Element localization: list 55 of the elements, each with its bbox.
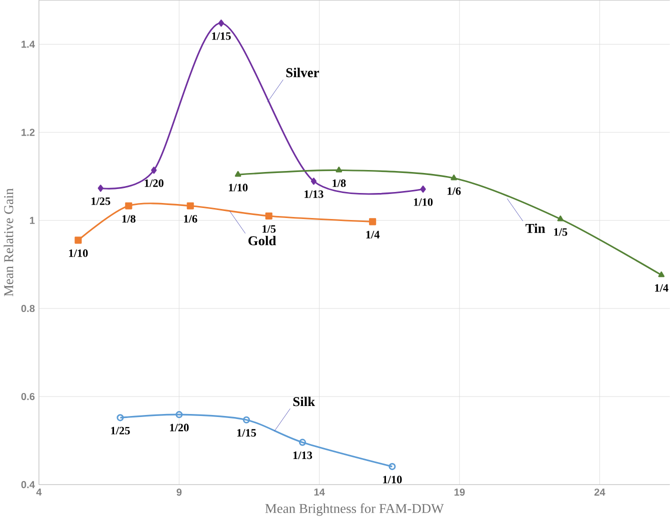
y-axis-title: Mean Relative Gain bbox=[4, 188, 14, 296]
point bbox=[658, 272, 665, 278]
x-tick-label: 9 bbox=[176, 488, 182, 496]
annotation: 1/4 bbox=[655, 284, 668, 292]
point bbox=[74, 236, 82, 244]
series-label: Tin bbox=[526, 224, 546, 234]
point bbox=[234, 171, 242, 177]
text: Silk bbox=[293, 396, 316, 406]
annotation: 1/6 bbox=[448, 188, 461, 196]
annotation: 1/10 bbox=[228, 184, 248, 192]
annotation: 1/5 bbox=[262, 225, 276, 233]
annotation: 1/13 bbox=[304, 190, 324, 198]
annotation: 1/20 bbox=[170, 424, 189, 432]
y-tick-label: 0.8 bbox=[21, 305, 35, 312]
point bbox=[298, 439, 306, 446]
point bbox=[186, 202, 194, 210]
annotation: 1/20 bbox=[144, 180, 164, 188]
annotation: 1/6 bbox=[184, 215, 198, 223]
point bbox=[369, 218, 376, 226]
annotation: 1/8 bbox=[122, 215, 136, 223]
x-tick-label: 19 bbox=[454, 488, 465, 496]
y-tick-label: 0.6 bbox=[21, 393, 35, 400]
point bbox=[151, 166, 157, 174]
annotation: 1/25 bbox=[92, 198, 110, 206]
x-tick-label: 14 bbox=[314, 488, 325, 496]
point bbox=[176, 411, 183, 418]
series-label: Gold bbox=[248, 236, 276, 246]
annotation: 1/8 bbox=[332, 180, 346, 188]
x-axis-title: Mean Brightness for FAM-DDW bbox=[265, 504, 444, 516]
point bbox=[98, 184, 104, 192]
point bbox=[265, 212, 272, 220]
series-label: Silver bbox=[286, 68, 319, 78]
point bbox=[336, 166, 342, 173]
annotation: 1/25 bbox=[111, 427, 130, 435]
annotation: 1/10 bbox=[383, 476, 402, 484]
y-tick-label: 0.4 bbox=[21, 481, 35, 488]
annotation: 1/4 bbox=[366, 231, 380, 239]
point bbox=[420, 186, 426, 193]
point bbox=[218, 20, 224, 27]
annotation: 1/15 bbox=[212, 32, 231, 40]
y-tick-label: 1.2 bbox=[22, 129, 35, 136]
point bbox=[557, 216, 564, 222]
annotation: 1/13 bbox=[293, 452, 312, 460]
annotation: 1/15 bbox=[237, 429, 256, 437]
x-tick-label: 24 bbox=[594, 488, 606, 496]
point bbox=[310, 178, 317, 185]
y-tick-label: 1 bbox=[30, 217, 35, 224]
annotation: 1/5 bbox=[554, 228, 568, 236]
x-tick-label: 4 bbox=[36, 488, 42, 496]
point bbox=[242, 416, 250, 424]
point bbox=[125, 202, 132, 210]
annotation: 1/10 bbox=[69, 250, 88, 258]
annotation: 1/10 bbox=[414, 198, 433, 206]
point bbox=[450, 174, 458, 180]
y-tick-label: 1.4 bbox=[22, 40, 35, 48]
